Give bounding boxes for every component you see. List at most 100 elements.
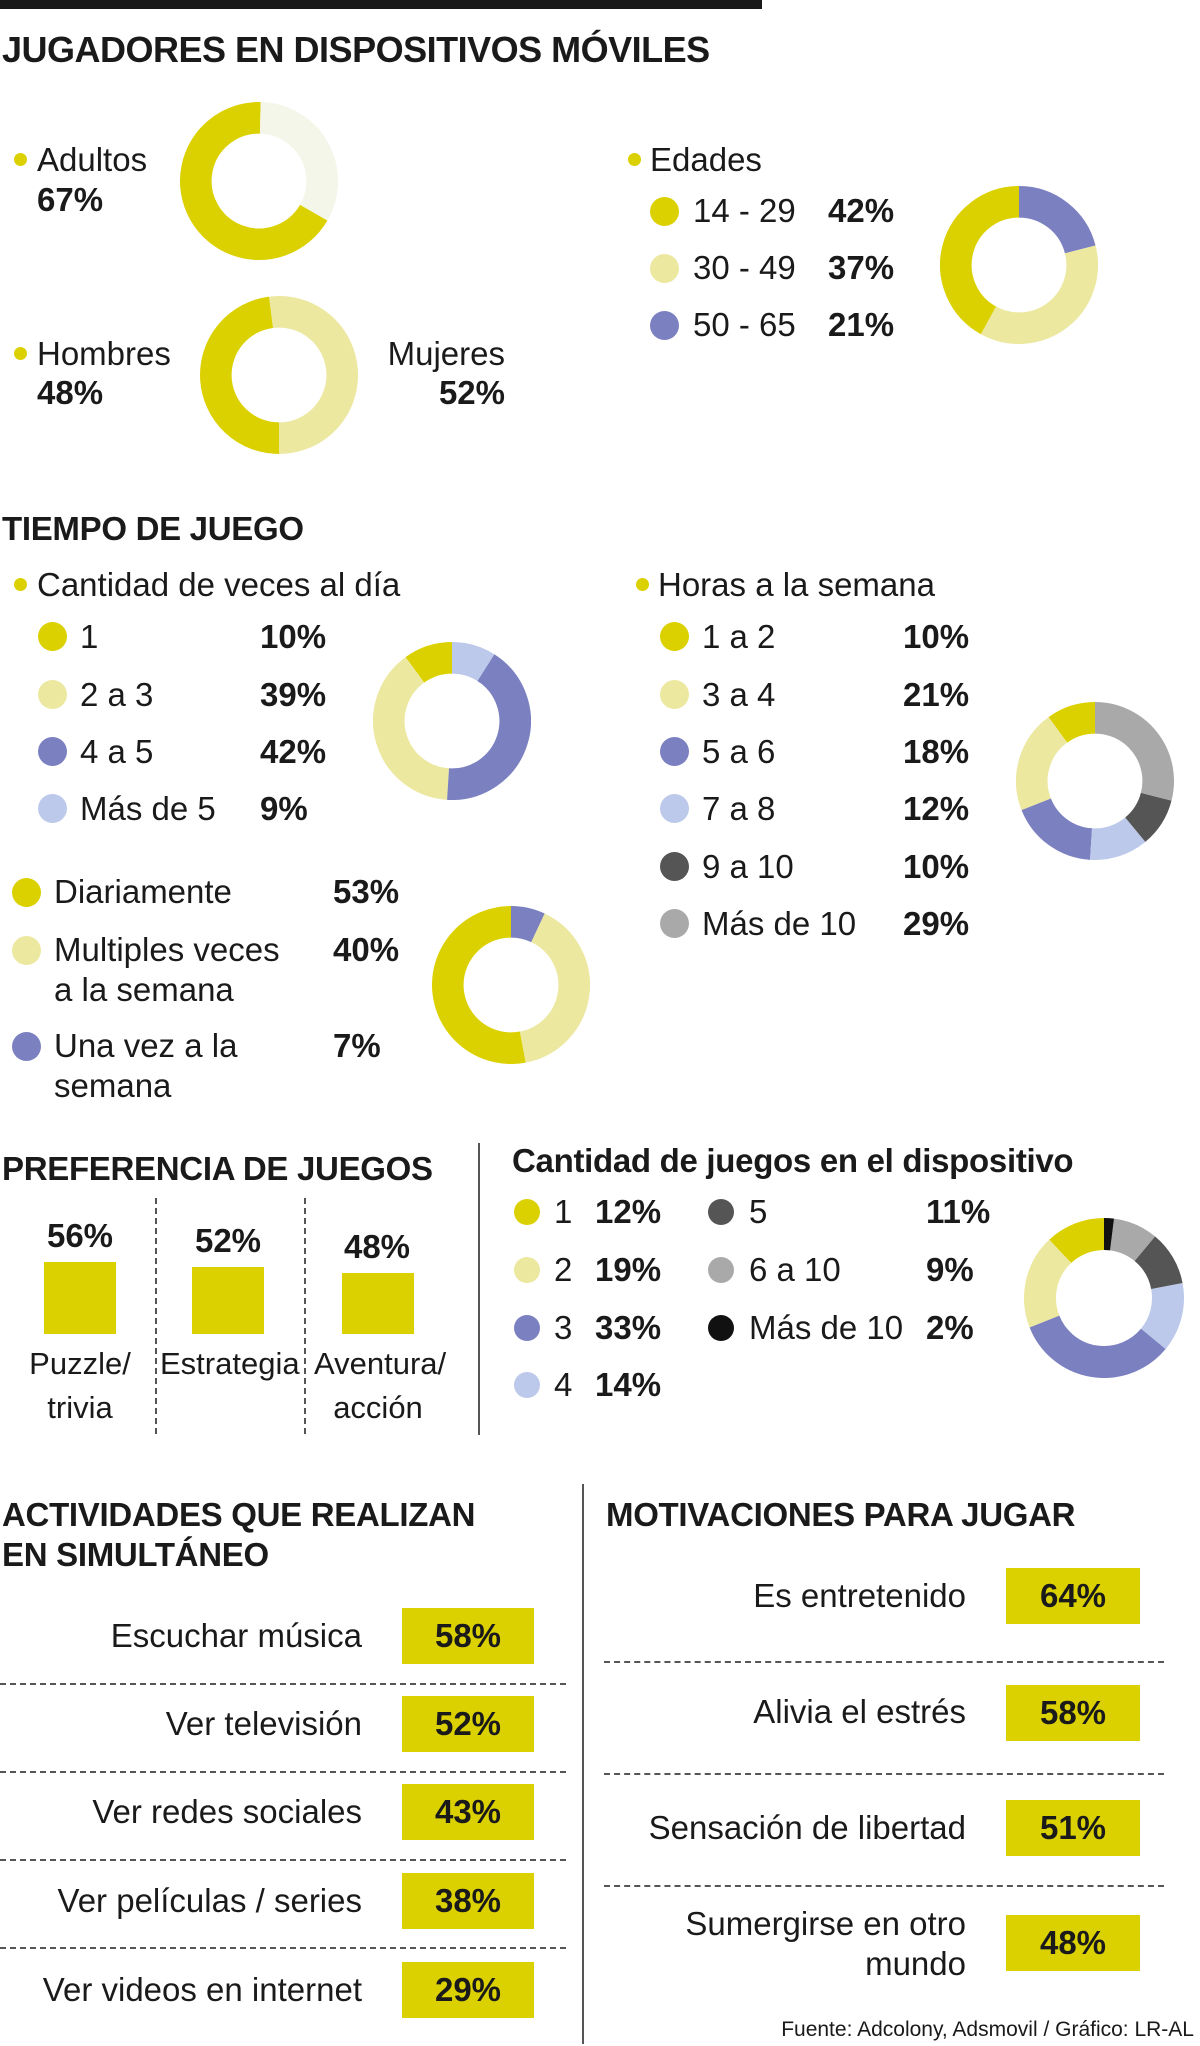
veces_dia-slice-4-a-5	[447, 654, 531, 800]
juegos-slice-4	[1140, 1283, 1184, 1349]
horas_semana-slice-5-a-6	[1021, 797, 1093, 860]
horas-swatch	[660, 909, 689, 938]
juegos-item-value: 14%	[595, 1366, 662, 1403]
juegos-item-label: 6 a 10	[749, 1251, 841, 1288]
veces-donut	[373, 642, 531, 800]
juegos-swatch	[514, 1315, 540, 1341]
row-divider	[604, 1773, 1164, 1775]
veces-item-value: 9%	[260, 790, 308, 827]
actividad-label: Ver películas / series	[57, 1882, 362, 1919]
juegos-swatch	[514, 1372, 540, 1398]
section-divider	[478, 1143, 480, 1435]
row-divider	[604, 1661, 1164, 1663]
juegos-item-label: 2	[554, 1251, 573, 1288]
genero-slice-mujeres	[269, 296, 358, 454]
juegos-item-value: 19%	[595, 1251, 662, 1288]
juegos-swatch	[514, 1257, 540, 1283]
pref-bar	[44, 1262, 116, 1334]
horas-swatch	[660, 852, 689, 881]
hombres-value: 48%	[37, 374, 104, 411]
motivacion-value: 58%	[1006, 1685, 1140, 1741]
juegos-item-value: 33%	[595, 1309, 662, 1346]
row-divider	[0, 1947, 566, 1949]
veces_dia-slice-m-s-de-5	[451, 642, 495, 682]
horas_semana-slice-7-a-8	[1090, 817, 1146, 860]
edades-slice-30-49	[980, 245, 1098, 344]
motivacion-label: Alivia el estrés	[753, 1693, 966, 1730]
pref-divider	[155, 1198, 157, 1434]
veces-item-label: 2 a 3	[80, 676, 154, 713]
actividad-label: Ver redes sociales	[92, 1793, 362, 1830]
juegos-slice-m-s-de-10	[1103, 1218, 1115, 1251]
row-divider	[0, 1859, 566, 1861]
adultos-donut	[180, 102, 338, 260]
horas-item-value: 21%	[903, 676, 970, 713]
freq-item-value: 7%	[333, 1027, 381, 1064]
freq-item-value: 53%	[333, 873, 400, 910]
juegos-swatch	[514, 1199, 540, 1225]
edades-slice-14-29	[940, 186, 1020, 335]
motivacion-value: 48%	[1006, 1915, 1140, 1971]
horas-swatch	[660, 622, 689, 651]
genero-slice-hombres	[200, 296, 280, 454]
horas-swatch	[660, 737, 689, 766]
juegos-item-value: 2%	[926, 1309, 974, 1346]
horas_semana-slice-3-a-4	[1016, 717, 1068, 811]
freq-item-label: Multiples veces	[54, 931, 280, 968]
edades-swatch-50-65	[650, 311, 679, 340]
mujeres-value: 52%	[438, 374, 505, 411]
edades-item-value: 21%	[828, 306, 895, 343]
pref-bar	[192, 1267, 264, 1334]
veces-item-value: 39%	[260, 676, 327, 713]
actividad-label: Ver televisión	[165, 1705, 362, 1742]
actividades-title: ACTIVIDADES QUE REALIZAN	[2, 1496, 476, 1533]
veces-swatch-1	[38, 622, 67, 651]
edades-swatch-30-49	[650, 254, 679, 283]
horas-item-value: 10%	[903, 848, 970, 885]
hombres-bullet	[14, 347, 27, 360]
edades-item-label: 14 - 29	[693, 192, 796, 229]
juegos-swatch	[708, 1315, 734, 1341]
juegos-item-value: 9%	[926, 1251, 974, 1288]
adultos-label: Adultos	[37, 141, 148, 178]
main-title: JUGADORES EN DISPOSITIVOS MÓVILES	[2, 29, 710, 70]
juegos-slice-2	[1024, 1239, 1072, 1328]
preferencia-title: PREFERENCIA DE JUEGOS	[2, 1150, 433, 1187]
actividad-value: 38%	[402, 1873, 534, 1929]
veces-bullet	[14, 578, 27, 591]
juegos-title: Cantidad de juegos en el dispositivo	[512, 1142, 1074, 1179]
horas-item-value: 18%	[903, 733, 970, 770]
freq-item-value: 40%	[333, 931, 400, 968]
juegos-item-label: 1	[554, 1193, 573, 1230]
pref-label: acción	[333, 1390, 423, 1425]
edades-item-label: 50 - 65	[693, 306, 796, 343]
horas-item-value: 10%	[903, 618, 970, 655]
row-divider	[0, 1771, 566, 1773]
juegos-swatch	[708, 1257, 734, 1283]
horas-item-label: 3 a 4	[702, 676, 776, 713]
horas_semana-slice-1-a-2	[1048, 702, 1096, 744]
veces-item-label: 1	[80, 618, 99, 655]
pref-label: Aventura/	[314, 1346, 447, 1381]
juegos-item-value: 12%	[595, 1193, 662, 1230]
juegos-item-value: 11%	[926, 1193, 991, 1230]
veces_dia-slice-1	[405, 642, 453, 684]
veces-swatch-4a5	[38, 737, 67, 766]
freq-swatch-multiples	[12, 936, 41, 965]
horas-item-label: 1 a 2	[702, 618, 776, 655]
pref-label: Puzzle/	[29, 1346, 131, 1381]
juegos-donut	[1024, 1218, 1184, 1378]
adultos-value: 67%	[37, 181, 104, 218]
mujeres-label: Mujeres	[387, 335, 505, 372]
tiempo-title: TIEMPO DE JUEGO	[2, 510, 304, 547]
edades-item-value: 37%	[828, 249, 895, 286]
edades-item-label: 30 - 49	[693, 249, 796, 286]
actividad-value: 58%	[402, 1608, 534, 1664]
actividad-value: 43%	[402, 1784, 534, 1840]
adultos-bullet	[14, 153, 27, 166]
veces-swatch-mas5	[38, 794, 67, 823]
adultos-slice-adultos	[180, 102, 328, 260]
juegos-slice-1	[1049, 1218, 1105, 1264]
edades-label: Edades	[650, 141, 762, 178]
freq-item-label: Una vez a la	[54, 1027, 238, 1064]
